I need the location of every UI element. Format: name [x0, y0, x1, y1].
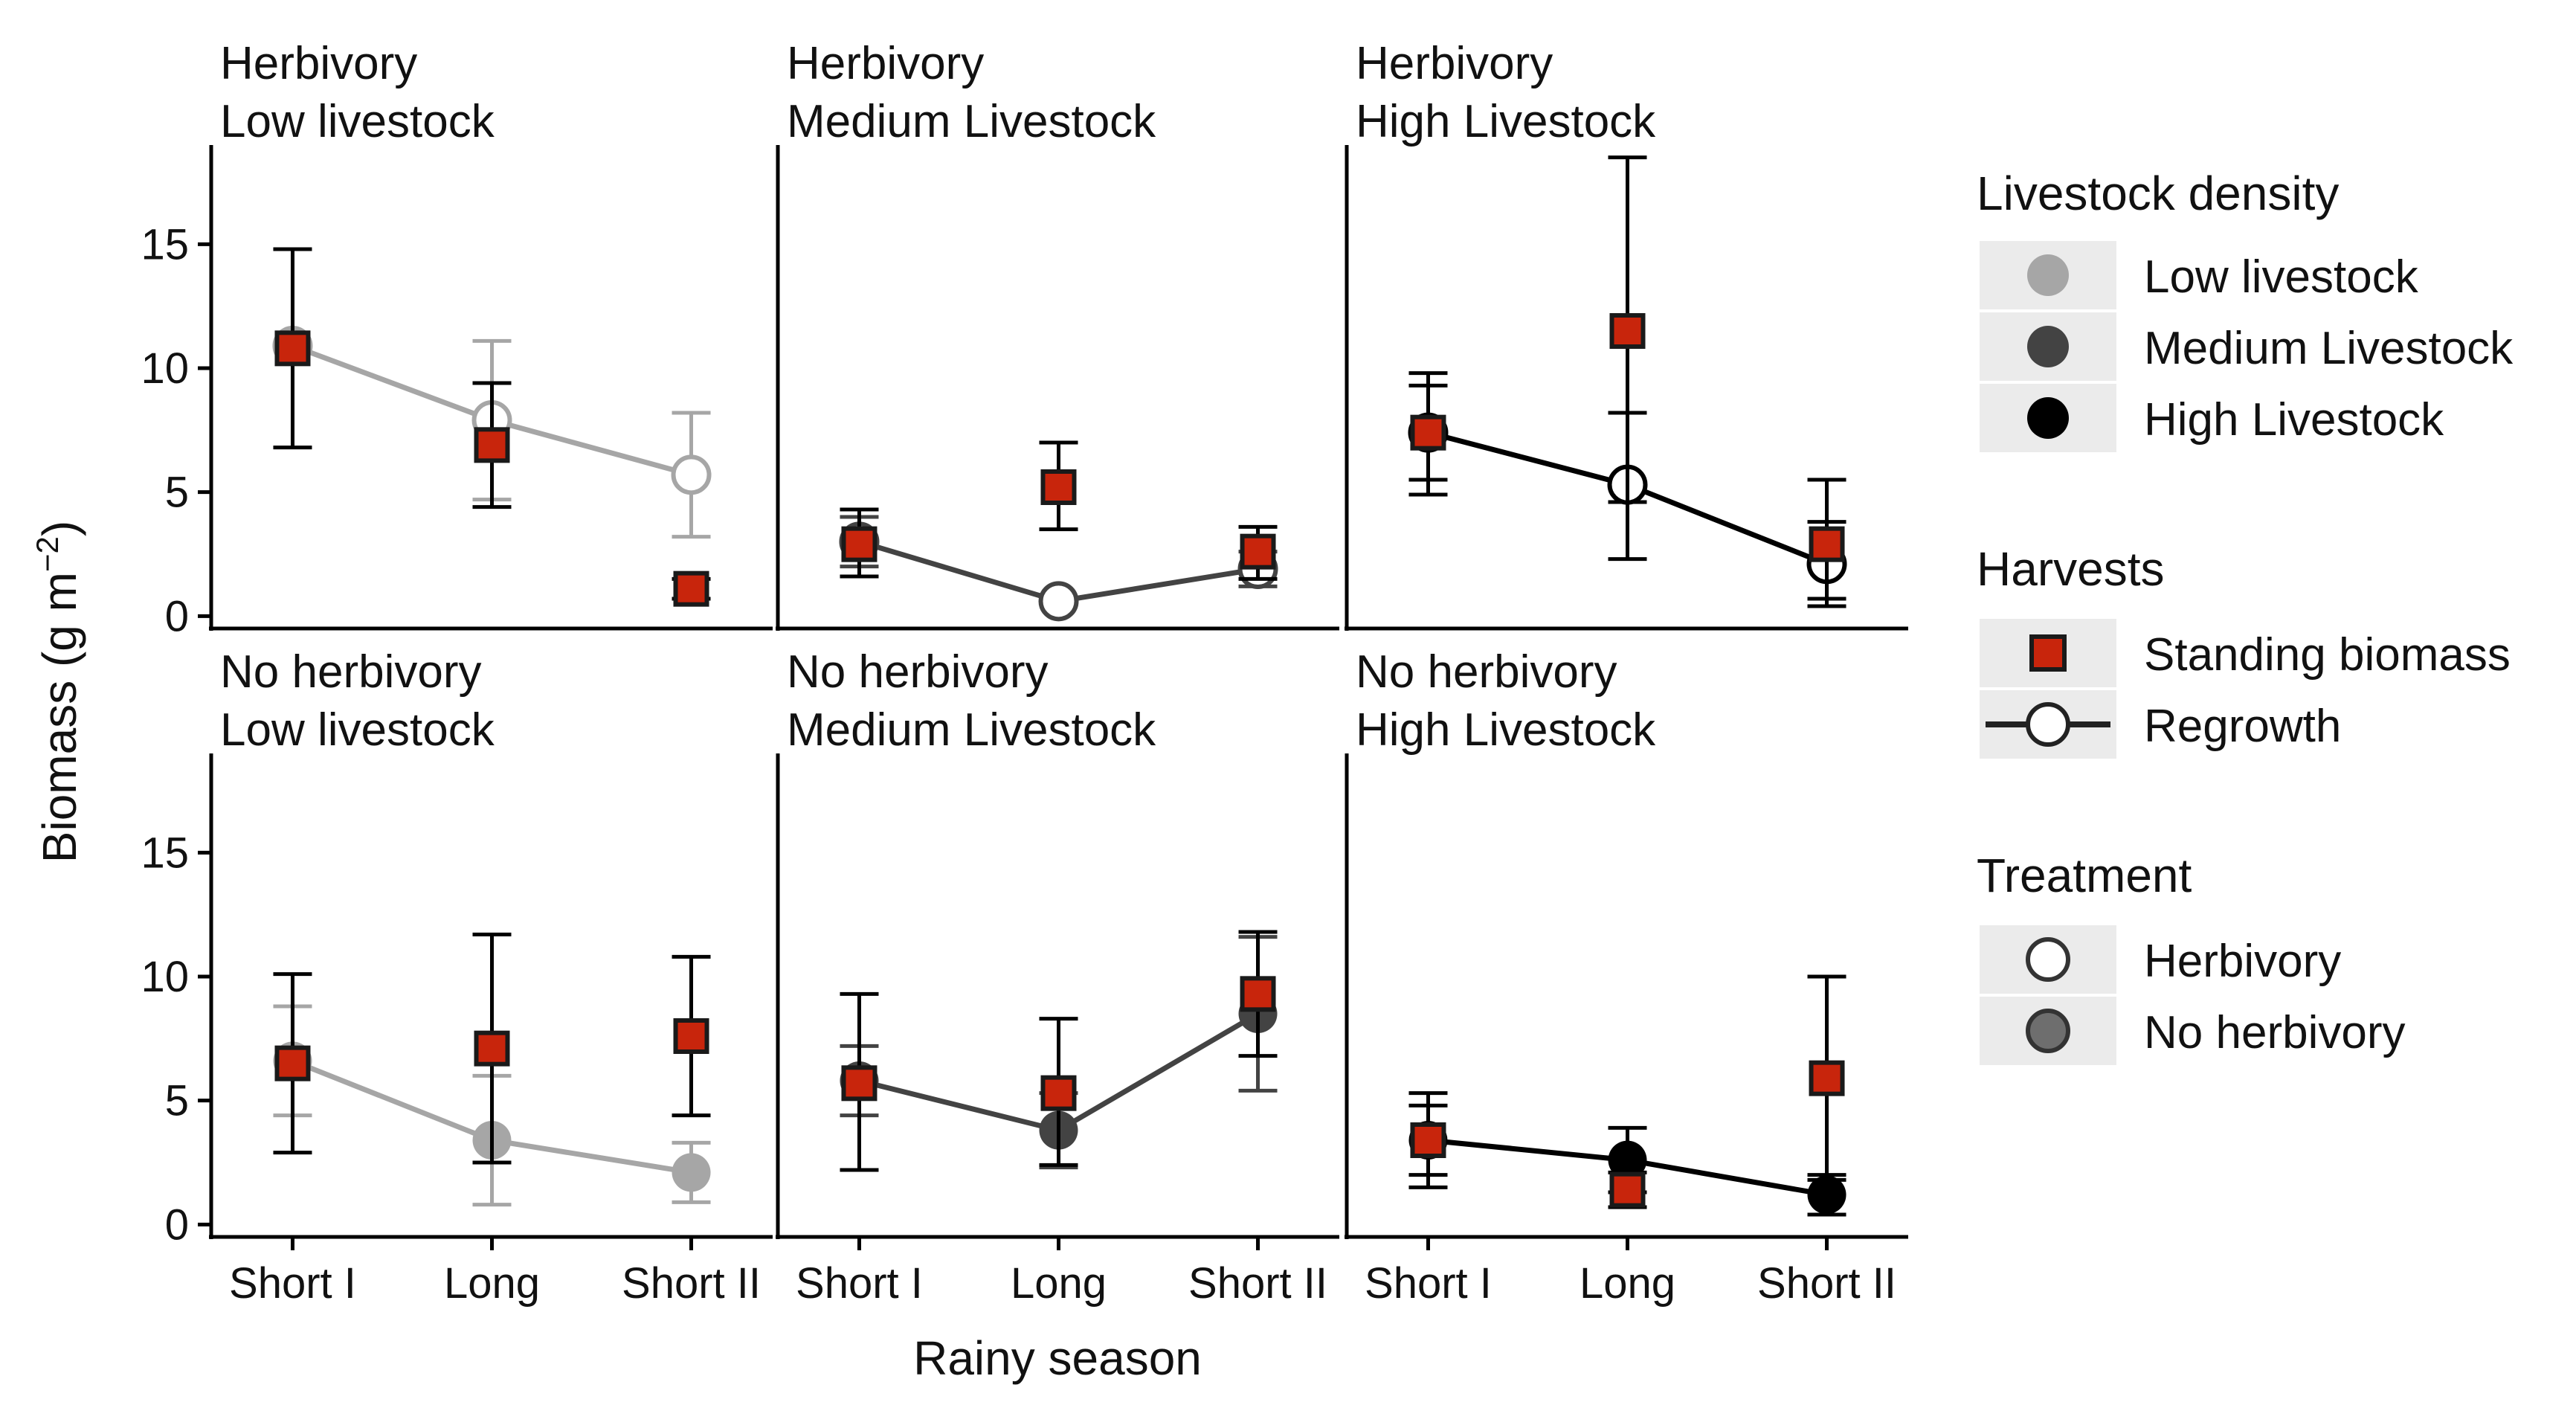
panel-no-herbivory-high: No herbivory High Livestock Short I Long Sho…	[1345, 646, 1908, 1308]
standing-biomass-point	[841, 526, 878, 562]
y-tick-label: 0	[165, 592, 189, 640]
standing-biomass-point	[1040, 1075, 1077, 1111]
y-tick-label: 15	[141, 220, 189, 269]
legend-no-herbivory-marker	[2026, 1009, 2070, 1053]
standing-biomass-point	[1809, 1060, 1845, 1096]
panel-strip-label: No herbivory	[220, 646, 481, 698]
legend-herbivory-marker	[2026, 937, 2070, 982]
standing-biomass-point	[274, 1045, 311, 1081]
x-tick-label: Short I	[1365, 1259, 1492, 1308]
panel-strip-label: Low livestock	[220, 704, 495, 756]
x-tick-label: Short I	[796, 1259, 923, 1308]
panel-herbivory-high: Herbivory High Livestock	[1345, 38, 1908, 631]
legend-low-livestock-marker	[2027, 254, 2069, 296]
regrowth-point	[1807, 1175, 1846, 1215]
legend-treatment-title: Treatment	[1977, 849, 2192, 902]
legend-medium-livestock-label: Medium Livestock	[2144, 323, 2514, 374]
standing-biomass-point	[274, 330, 311, 367]
x-tick-label: Long	[1011, 1259, 1107, 1308]
y-tick-label: 0	[165, 1200, 189, 1249]
legend-harvests-title: Harvests	[1977, 542, 2165, 596]
legend-regrowth-marker	[2026, 702, 2070, 747]
y-tick-label: 10	[141, 953, 189, 1001]
y-tick-label: 10	[141, 344, 189, 393]
legend-low-livestock-label: Low livestock	[2144, 251, 2419, 303]
panel-strip-label: High Livestock	[1356, 96, 1656, 147]
x-tick-label: Long	[444, 1259, 540, 1308]
panel-strip-label: No herbivory	[787, 646, 1048, 698]
y-tick-label: 5	[165, 1077, 189, 1125]
standing-biomass-point	[1609, 313, 1646, 349]
y-tick-label: 5	[165, 469, 189, 517]
panel-no-herbivory-low: No herbivory Low livestock 0 5 10 15 Short I Lo…	[141, 646, 773, 1308]
regrowth-point	[1038, 581, 1079, 622]
panel-strip-label: Medium Livestock	[787, 704, 1156, 756]
standing-biomass-point	[474, 1030, 510, 1067]
y-axis-title: Biomass (g m−2)	[30, 521, 86, 863]
panel-grid: Herbivory Low livestock 0 5 10 15 Herbivory Med…	[141, 38, 1908, 1308]
standing-biomass-point	[1609, 1171, 1646, 1208]
panel-strip-label: Medium Livestock	[787, 96, 1156, 147]
x-tick-label: Long	[1580, 1259, 1675, 1308]
regrowth-point	[671, 454, 712, 495]
legend-regrowth-label: Regrowth	[2144, 701, 2341, 752]
standing-biomass-point	[1240, 533, 1276, 570]
standing-biomass-point	[1040, 469, 1077, 505]
legend-standing-biomass-label: Standing biomass	[2144, 629, 2511, 681]
standing-biomass-point	[673, 1018, 709, 1054]
standing-biomass-point	[1410, 414, 1446, 451]
x-tick-label: Short I	[229, 1259, 356, 1308]
panel-strip-label: Herbivory	[787, 38, 984, 89]
panel-strip-label: High Livestock	[1356, 704, 1656, 756]
panel-strip-label: Herbivory	[1356, 38, 1553, 89]
standing-biomass-point	[841, 1065, 878, 1102]
panel-strip-label: Herbivory	[220, 38, 417, 89]
legend-medium-livestock-marker	[2027, 326, 2069, 367]
x-tick-label: Short II	[1188, 1259, 1327, 1308]
legend-density-title: Livestock density	[1977, 167, 2339, 220]
legend-high-livestock-label: High Livestock	[2144, 394, 2444, 446]
legend-herbivory-label: Herbivory	[2144, 936, 2341, 987]
panel-herbivory-low: Herbivory Low livestock 0 5 10 15	[141, 38, 773, 640]
standing-biomass-point	[1410, 1122, 1446, 1158]
x-tick-label: Short II	[622, 1259, 761, 1308]
legend-high-livestock-marker	[2027, 397, 2069, 439]
x-axis-title: Rainy season	[913, 1331, 1202, 1385]
y-axis-title-superscript: −2	[30, 536, 65, 572]
legend-no-herbivory-label: No herbivory	[2144, 1007, 2405, 1058]
legend-standing-biomass-marker	[2029, 634, 2067, 672]
standing-biomass-point	[673, 570, 709, 607]
regrowth-point	[672, 1153, 711, 1192]
legend: Livestock density Low livestock Medium L…	[1977, 167, 2514, 1065]
panel-no-herbivory-medium: No herbivory Medium Livestock Short I Long S…	[776, 646, 1339, 1308]
standing-biomass-point	[1809, 526, 1845, 562]
y-axis-title-close: )	[33, 521, 86, 536]
y-axis-title-main: Biomass (g m	[33, 572, 86, 863]
y-tick-label: 15	[141, 829, 189, 877]
standing-biomass-point	[1240, 976, 1276, 1012]
x-tick-label: Short II	[1757, 1259, 1896, 1308]
panel-strip-label: Low livestock	[220, 96, 495, 147]
standing-biomass-point	[474, 427, 510, 463]
panel-strip-label: No herbivory	[1356, 646, 1617, 698]
panel-herbivory-medium: Herbivory Medium Livestock	[776, 38, 1339, 631]
regrowth-point	[1608, 1140, 1647, 1180]
